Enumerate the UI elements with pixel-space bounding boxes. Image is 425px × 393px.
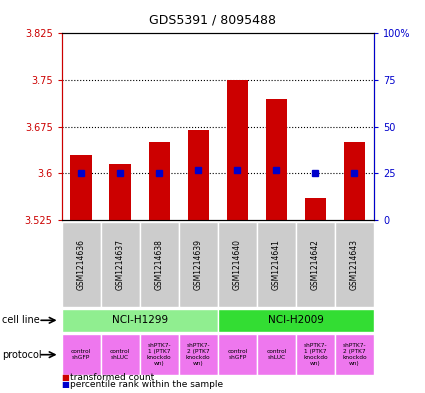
Text: control
shLUC: control shLUC bbox=[266, 349, 286, 360]
Bar bbox=[101, 334, 140, 375]
Bar bbox=[296, 334, 335, 375]
Text: percentile rank within the sample: percentile rank within the sample bbox=[70, 380, 223, 389]
Bar bbox=[335, 222, 374, 307]
Bar bbox=[218, 309, 374, 332]
Text: protocol: protocol bbox=[2, 350, 42, 360]
Bar bbox=[140, 334, 179, 375]
Text: shPTK7-
2 (PTK7
knockdo
wn): shPTK7- 2 (PTK7 knockdo wn) bbox=[342, 343, 367, 366]
Bar bbox=[257, 334, 296, 375]
Bar bbox=[257, 222, 296, 307]
Bar bbox=[179, 222, 218, 307]
Text: GSM1214639: GSM1214639 bbox=[194, 239, 203, 290]
Text: GDS5391 / 8095488: GDS5391 / 8095488 bbox=[149, 14, 276, 27]
Bar bbox=[62, 222, 101, 307]
Text: ■: ■ bbox=[62, 380, 70, 389]
Bar bbox=[179, 334, 218, 375]
Text: GSM1214642: GSM1214642 bbox=[311, 239, 320, 290]
Bar bbox=[101, 222, 140, 307]
Bar bbox=[110, 164, 131, 220]
Bar bbox=[62, 334, 101, 375]
Text: NCI-H2009: NCI-H2009 bbox=[268, 315, 324, 325]
Text: GSM1214640: GSM1214640 bbox=[233, 239, 242, 290]
Bar bbox=[218, 222, 257, 307]
Bar bbox=[227, 80, 248, 220]
Text: control
shGFP: control shGFP bbox=[71, 349, 91, 360]
Bar bbox=[305, 198, 326, 220]
Bar bbox=[296, 222, 335, 307]
Text: control
shLUC: control shLUC bbox=[110, 349, 130, 360]
Text: GSM1214638: GSM1214638 bbox=[155, 239, 164, 290]
Bar bbox=[148, 142, 170, 220]
Bar bbox=[266, 99, 287, 220]
Text: shPTK7-
2 (PTK7
knockdo
wn): shPTK7- 2 (PTK7 knockdo wn) bbox=[186, 343, 211, 366]
Bar bbox=[71, 155, 92, 220]
Text: shPTK7-
1 (PTK7
knockdo
wn): shPTK7- 1 (PTK7 knockdo wn) bbox=[147, 343, 172, 366]
Text: shPTK7-
1 (PTK7
knockdo
wn): shPTK7- 1 (PTK7 knockdo wn) bbox=[303, 343, 328, 366]
Text: transformed count: transformed count bbox=[70, 373, 154, 382]
Text: GSM1214636: GSM1214636 bbox=[76, 239, 86, 290]
Text: GSM1214637: GSM1214637 bbox=[116, 239, 125, 290]
Bar bbox=[344, 142, 365, 220]
Text: cell line: cell line bbox=[2, 315, 40, 325]
Text: control
shGFP: control shGFP bbox=[227, 349, 247, 360]
Bar bbox=[187, 130, 209, 220]
Bar bbox=[218, 334, 257, 375]
Bar bbox=[62, 309, 218, 332]
Bar bbox=[335, 334, 374, 375]
Text: ■: ■ bbox=[62, 373, 70, 382]
Text: NCI-H1299: NCI-H1299 bbox=[112, 315, 168, 325]
Bar bbox=[140, 222, 179, 307]
Text: GSM1214643: GSM1214643 bbox=[350, 239, 359, 290]
Text: GSM1214641: GSM1214641 bbox=[272, 239, 281, 290]
